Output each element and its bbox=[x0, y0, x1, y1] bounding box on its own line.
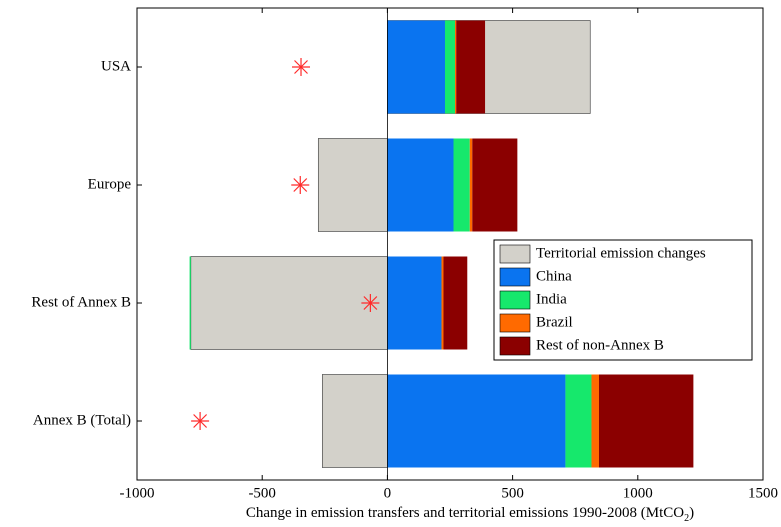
legend-box bbox=[493, 239, 753, 361]
bar bbox=[387, 256, 442, 350]
bar bbox=[387, 20, 445, 114]
legend-swatch bbox=[499, 313, 531, 333]
x-axis-label: Change in emission transfers and territo… bbox=[246, 505, 694, 524]
bar bbox=[444, 20, 456, 114]
legend-label: Brazil bbox=[536, 314, 573, 330]
legend-label: India bbox=[536, 291, 567, 307]
y-tick-label: USA bbox=[101, 58, 131, 74]
marker bbox=[361, 294, 380, 312]
plot-frame bbox=[136, 7, 764, 481]
x-tick-label: -1000 bbox=[120, 485, 155, 501]
marker-stroke bbox=[193, 414, 208, 428]
bar bbox=[591, 374, 599, 468]
bar bbox=[453, 138, 470, 232]
bar bbox=[387, 374, 566, 468]
y-tick-label: Europe bbox=[88, 176, 132, 192]
marker-stroke bbox=[294, 60, 308, 74]
marker bbox=[292, 58, 311, 76]
bar bbox=[565, 374, 592, 468]
marker bbox=[291, 176, 310, 194]
legend-label: Rest of non-Annex B bbox=[536, 337, 664, 353]
bar bbox=[472, 138, 518, 232]
x-tick-label: 500 bbox=[501, 485, 524, 501]
x-tick-label: 1500 bbox=[748, 485, 778, 501]
bar bbox=[321, 374, 388, 468]
bar bbox=[189, 256, 191, 350]
bar bbox=[598, 374, 694, 468]
bar bbox=[190, 256, 388, 350]
x-axis-label-main: Change in emission transfers and territo… bbox=[246, 505, 684, 521]
y-tick-label: Rest of Annex B bbox=[31, 294, 131, 310]
marker-stroke bbox=[293, 178, 308, 192]
legend-label: China bbox=[536, 268, 572, 284]
x-axis-label-tail: ) bbox=[689, 505, 694, 521]
bar bbox=[441, 256, 444, 350]
legend-swatch bbox=[499, 336, 531, 356]
legend-swatch bbox=[499, 290, 531, 310]
marker bbox=[191, 412, 210, 430]
bar bbox=[317, 138, 388, 232]
legend-label: Territorial emission changes bbox=[536, 245, 706, 261]
x-tick-label: -500 bbox=[248, 485, 276, 501]
bar bbox=[455, 20, 457, 114]
bar bbox=[456, 20, 486, 114]
marker-stroke bbox=[363, 296, 378, 310]
bar bbox=[469, 138, 473, 232]
x-axis-label-sub: 2 bbox=[684, 513, 689, 524]
y-tick-label: Annex B (Total) bbox=[33, 412, 131, 428]
bar bbox=[387, 138, 454, 232]
bar bbox=[443, 256, 468, 350]
legend-swatch bbox=[499, 244, 531, 264]
x-tick-label: 1000 bbox=[623, 485, 653, 501]
x-tick-label: 0 bbox=[384, 485, 392, 501]
legend-swatch bbox=[499, 267, 531, 287]
